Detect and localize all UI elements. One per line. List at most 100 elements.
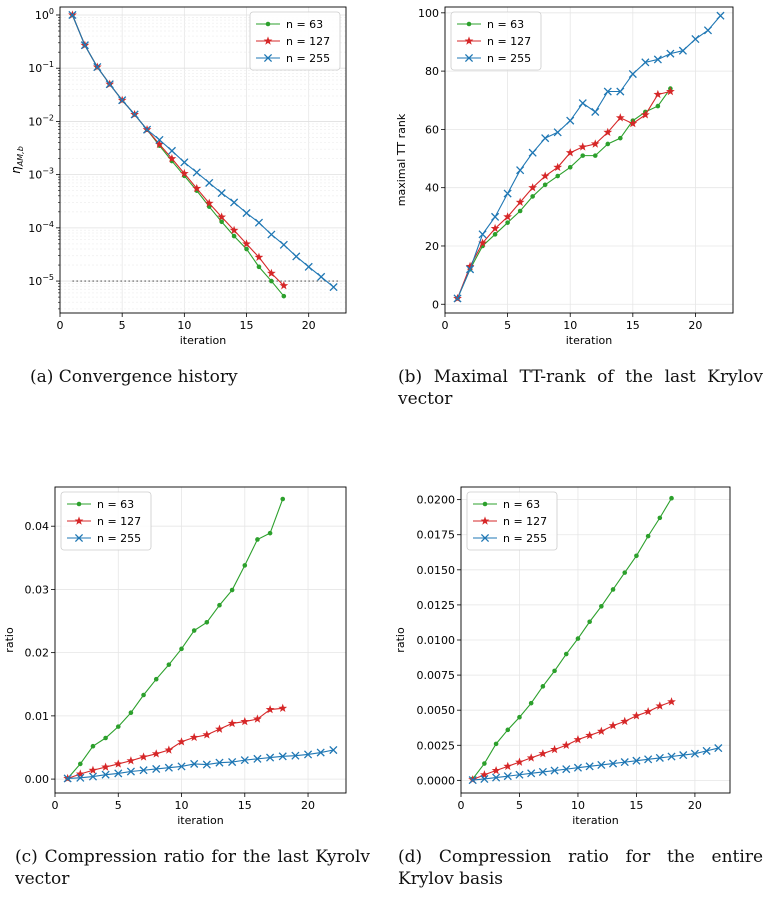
x-tick-label: 10 bbox=[563, 319, 577, 332]
data-point bbox=[192, 168, 201, 177]
data-point bbox=[678, 46, 687, 55]
x-tick-label: 10 bbox=[175, 799, 189, 812]
data-point bbox=[113, 759, 123, 768]
x-tick-label: 20 bbox=[688, 799, 702, 812]
data-point bbox=[608, 721, 618, 730]
y-tick-label: 0.0050 bbox=[417, 704, 456, 717]
data-point bbox=[540, 684, 546, 689]
data-point bbox=[126, 756, 136, 765]
x-tick-label: 10 bbox=[177, 319, 191, 332]
legend-marker bbox=[466, 21, 472, 27]
legend-marker bbox=[480, 533, 490, 543]
x-tick-label: 10 bbox=[571, 799, 585, 812]
data-point bbox=[153, 676, 159, 682]
series-n63 bbox=[65, 496, 286, 781]
data-point bbox=[541, 134, 550, 143]
data-point bbox=[608, 759, 618, 768]
series-line bbox=[457, 88, 671, 299]
data-point bbox=[253, 754, 262, 763]
data-point bbox=[202, 730, 212, 739]
data-point bbox=[256, 264, 262, 270]
data-point bbox=[573, 735, 583, 744]
data-point bbox=[490, 223, 500, 233]
chart-compression-krylov-basis: 0 5 10 15 20 iteration 0.0000 0.0025 0.0050 0.007… bbox=[394, 486, 731, 827]
data-point bbox=[105, 80, 114, 89]
data-point bbox=[217, 602, 222, 608]
data-point bbox=[526, 753, 536, 762]
legend-marker bbox=[74, 516, 84, 525]
data-point bbox=[530, 194, 535, 199]
legend-marker bbox=[265, 21, 271, 27]
data-point bbox=[151, 749, 161, 758]
data-point bbox=[591, 107, 600, 116]
data-point bbox=[242, 208, 251, 218]
data-point bbox=[505, 727, 511, 733]
legend-box bbox=[249, 11, 341, 71]
data-point bbox=[267, 530, 273, 536]
data-point bbox=[561, 740, 571, 749]
data-point bbox=[666, 86, 675, 96]
data-point bbox=[141, 692, 146, 698]
y-axis-label: maximal TT rank bbox=[395, 113, 408, 206]
data-point bbox=[190, 759, 199, 768]
data-point bbox=[503, 189, 512, 198]
data-point bbox=[575, 636, 581, 641]
data-point bbox=[128, 710, 134, 716]
data-point bbox=[552, 668, 557, 674]
data-point bbox=[465, 261, 475, 271]
x-tick-label: 0 bbox=[52, 799, 59, 812]
legend-marker bbox=[263, 53, 273, 63]
chart-compression-last-vector: 0 5 10 15 20 iteration 0.00 0.01 0.02 0.03 0.04 rat… bbox=[3, 486, 347, 827]
data-point bbox=[166, 662, 172, 667]
y-tick-label: 10−4 bbox=[28, 220, 54, 235]
data-point bbox=[465, 265, 475, 274]
data-point bbox=[230, 198, 239, 207]
data-point bbox=[468, 776, 477, 785]
data-point bbox=[227, 718, 237, 728]
data-point bbox=[180, 158, 189, 167]
y-axis: 0 20 40 60 80 100 bbox=[418, 7, 445, 311]
y-axis: 0.00 0.01 0.02 0.03 0.04 bbox=[25, 520, 55, 786]
data-point bbox=[653, 55, 662, 64]
legend-marker bbox=[482, 501, 488, 507]
plot-frame bbox=[54, 486, 347, 794]
data-point bbox=[555, 173, 560, 179]
data-point bbox=[164, 763, 173, 772]
legend-label: n = 255 bbox=[503, 532, 547, 545]
data-point bbox=[75, 769, 85, 778]
data-point bbox=[76, 773, 85, 782]
legend-label: n = 63 bbox=[503, 498, 540, 511]
data-point bbox=[152, 764, 161, 774]
data-point bbox=[88, 772, 98, 781]
data-point bbox=[527, 769, 536, 778]
series-line bbox=[67, 749, 334, 780]
data-point bbox=[253, 714, 262, 723]
legend-box bbox=[450, 11, 542, 71]
data-point bbox=[655, 753, 664, 762]
data-point bbox=[634, 553, 639, 559]
data-point bbox=[587, 619, 592, 625]
x-tick-label: 15 bbox=[240, 319, 254, 332]
x-tick-label: 5 bbox=[516, 799, 523, 812]
y-tick-label: 0.0100 bbox=[417, 634, 456, 647]
data-point bbox=[267, 268, 276, 278]
legend: n = 63 n = 127 n = 255 bbox=[60, 491, 152, 551]
data-point bbox=[643, 706, 653, 716]
data-point bbox=[482, 761, 487, 766]
x-tick-label: 0 bbox=[57, 319, 64, 332]
x-tick-label: 0 bbox=[458, 799, 465, 812]
data-point bbox=[573, 763, 583, 772]
data-point bbox=[565, 148, 575, 157]
series-line bbox=[472, 497, 672, 780]
data-point bbox=[155, 139, 164, 149]
data-point bbox=[265, 704, 275, 714]
data-point bbox=[217, 189, 226, 198]
data-point bbox=[167, 146, 176, 155]
legend-marker bbox=[74, 533, 84, 543]
series-line bbox=[472, 747, 719, 781]
data-point bbox=[657, 515, 663, 521]
data-point bbox=[655, 103, 661, 109]
data-point bbox=[644, 755, 653, 764]
data-point bbox=[88, 765, 98, 774]
data-point bbox=[130, 110, 139, 119]
